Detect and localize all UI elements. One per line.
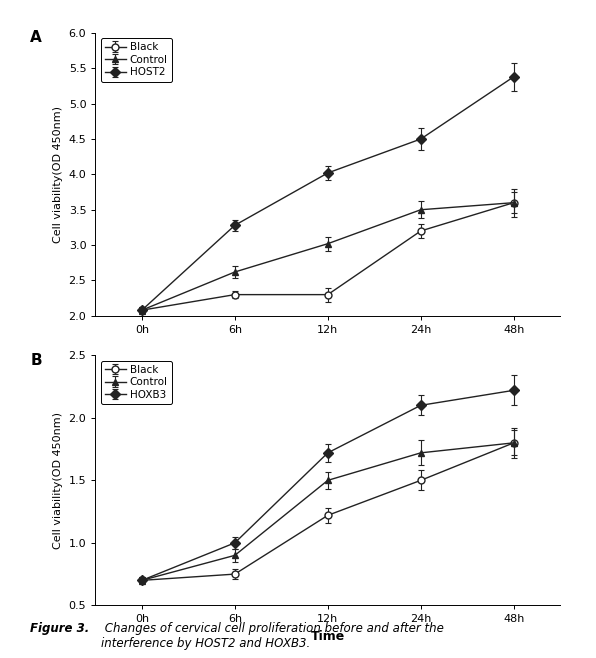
X-axis label: Time: Time	[311, 630, 345, 643]
Text: Changes of cervical cell proliferation before and after the
interference by HOST: Changes of cervical cell proliferation b…	[101, 622, 444, 650]
Legend: Black, Control, HOXB3: Black, Control, HOXB3	[101, 361, 172, 404]
Text: B: B	[30, 353, 42, 368]
Text: Figure 3.: Figure 3.	[30, 622, 89, 635]
Y-axis label: Cell viability(OD 450nm): Cell viability(OD 450nm)	[53, 106, 63, 243]
Y-axis label: Cell viability(OD 450nm): Cell viability(OD 450nm)	[53, 412, 63, 549]
Legend: Black, Control, HOST2: Black, Control, HOST2	[101, 38, 172, 82]
Text: A: A	[30, 30, 42, 45]
